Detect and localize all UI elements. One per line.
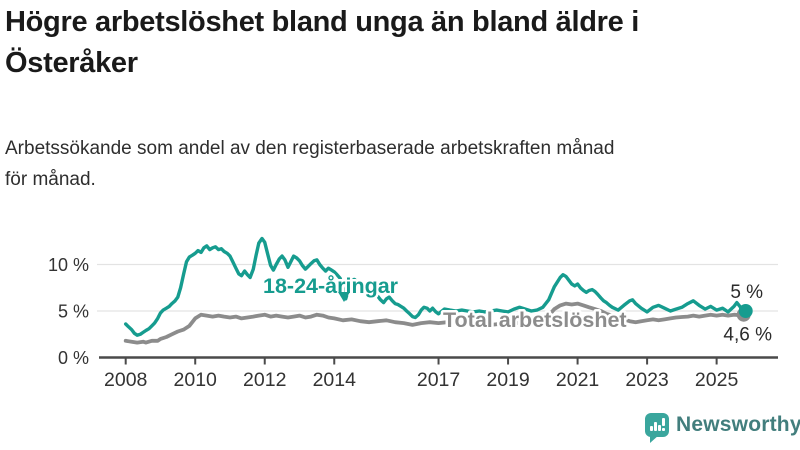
x-tick-label: 2010 xyxy=(174,369,218,391)
y-tick-label: 10 % xyxy=(48,255,89,275)
chart-subtitle: Arbetssökande som andel av den registerb… xyxy=(5,134,785,196)
speech-bubble-tail xyxy=(650,435,659,443)
title-line-1: Högre arbetslöshet bland unga än bland ä… xyxy=(5,6,639,38)
youth-unemployment-line xyxy=(123,236,745,337)
title-line-2: Österåker xyxy=(5,47,138,80)
x-tick-label: 2012 xyxy=(243,369,286,391)
x-tick-label: 2021 xyxy=(556,369,599,391)
subtitle-line-2: för månad. xyxy=(5,168,96,190)
newsworthy-logo: Newsworthy xyxy=(645,412,800,444)
newsworthy-speech-bubble-chart-icon xyxy=(645,413,669,437)
gridlines xyxy=(97,263,778,312)
y-axis-labels: 0 % 5 % 10 % xyxy=(48,255,89,368)
youth-label-pointer-icon xyxy=(338,292,350,302)
line-chart: 2008 2010 2012 2014 2017 2019 2021 2023 2025 0 %… xyxy=(48,236,778,391)
y-tick-label: 5 % xyxy=(58,302,89,322)
x-tick-label: 2025 xyxy=(695,369,739,391)
page-title: Högre arbetslöshet bland unga än bland ä… xyxy=(5,2,765,84)
youth-series-label: 18-24-åringar xyxy=(263,274,399,298)
total-end-value: 4,6 % xyxy=(723,325,772,346)
youth-end-value: 5 % xyxy=(730,282,763,303)
x-tick-label: 2023 xyxy=(625,369,668,391)
total-unemployment-line xyxy=(123,301,745,345)
subtitle-line-1: Arbetssökande som andel av den registerb… xyxy=(5,138,615,159)
x-tick-label: 2008 xyxy=(104,369,147,391)
x-tick-label: 2017 xyxy=(417,369,460,391)
youth-end-dot xyxy=(738,304,753,318)
total-series-label: Total arbetslöshet xyxy=(443,308,627,332)
y-tick-label: 0 % xyxy=(58,348,89,368)
x-tick-label: 2019 xyxy=(486,369,529,391)
x-axis-ticks: 2008 2010 2012 2014 2017 2019 2021 2023 2025 xyxy=(104,357,739,391)
x-tick-label: 2014 xyxy=(313,369,357,391)
brand-name: Newsworthy xyxy=(676,413,800,436)
